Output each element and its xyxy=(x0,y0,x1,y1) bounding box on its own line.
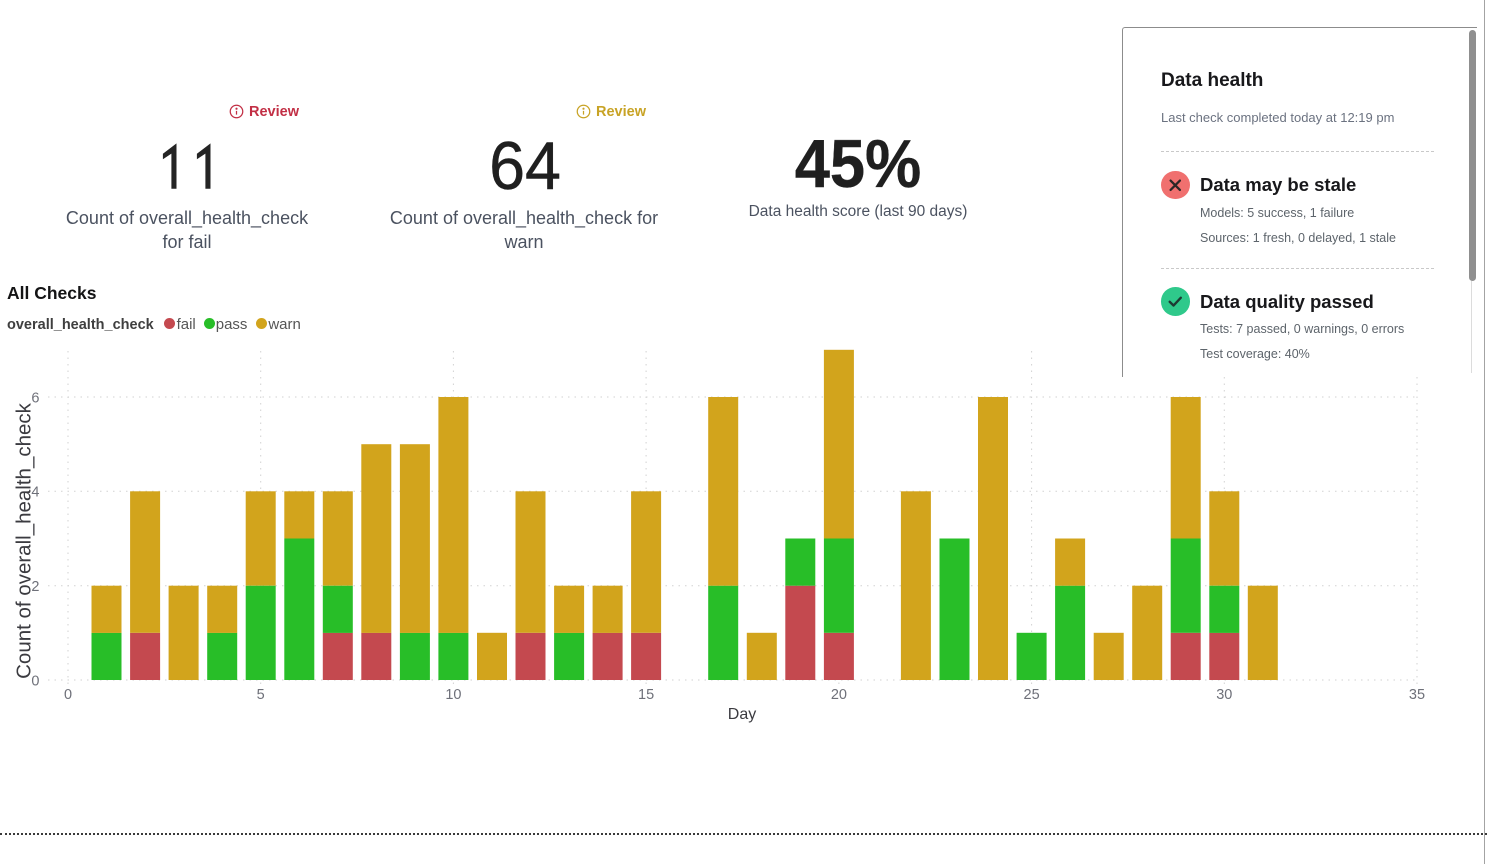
svg-text:6: 6 xyxy=(31,390,39,406)
svg-text:0: 0 xyxy=(64,687,72,703)
svg-text:20: 20 xyxy=(831,687,847,703)
svg-text:30: 30 xyxy=(1216,687,1232,703)
svg-text:10: 10 xyxy=(445,687,461,703)
svg-text:4: 4 xyxy=(31,485,39,501)
svg-text:25: 25 xyxy=(1024,687,1040,703)
svg-text:35: 35 xyxy=(1409,687,1425,703)
svg-text:2: 2 xyxy=(31,579,39,595)
svg-text:Count of overall_health_check: Count of overall_health_check xyxy=(13,402,36,679)
svg-text:0: 0 xyxy=(31,673,39,689)
svg-text:5: 5 xyxy=(257,687,265,703)
svg-text:Day: Day xyxy=(728,706,756,723)
svg-text:15: 15 xyxy=(638,687,654,703)
